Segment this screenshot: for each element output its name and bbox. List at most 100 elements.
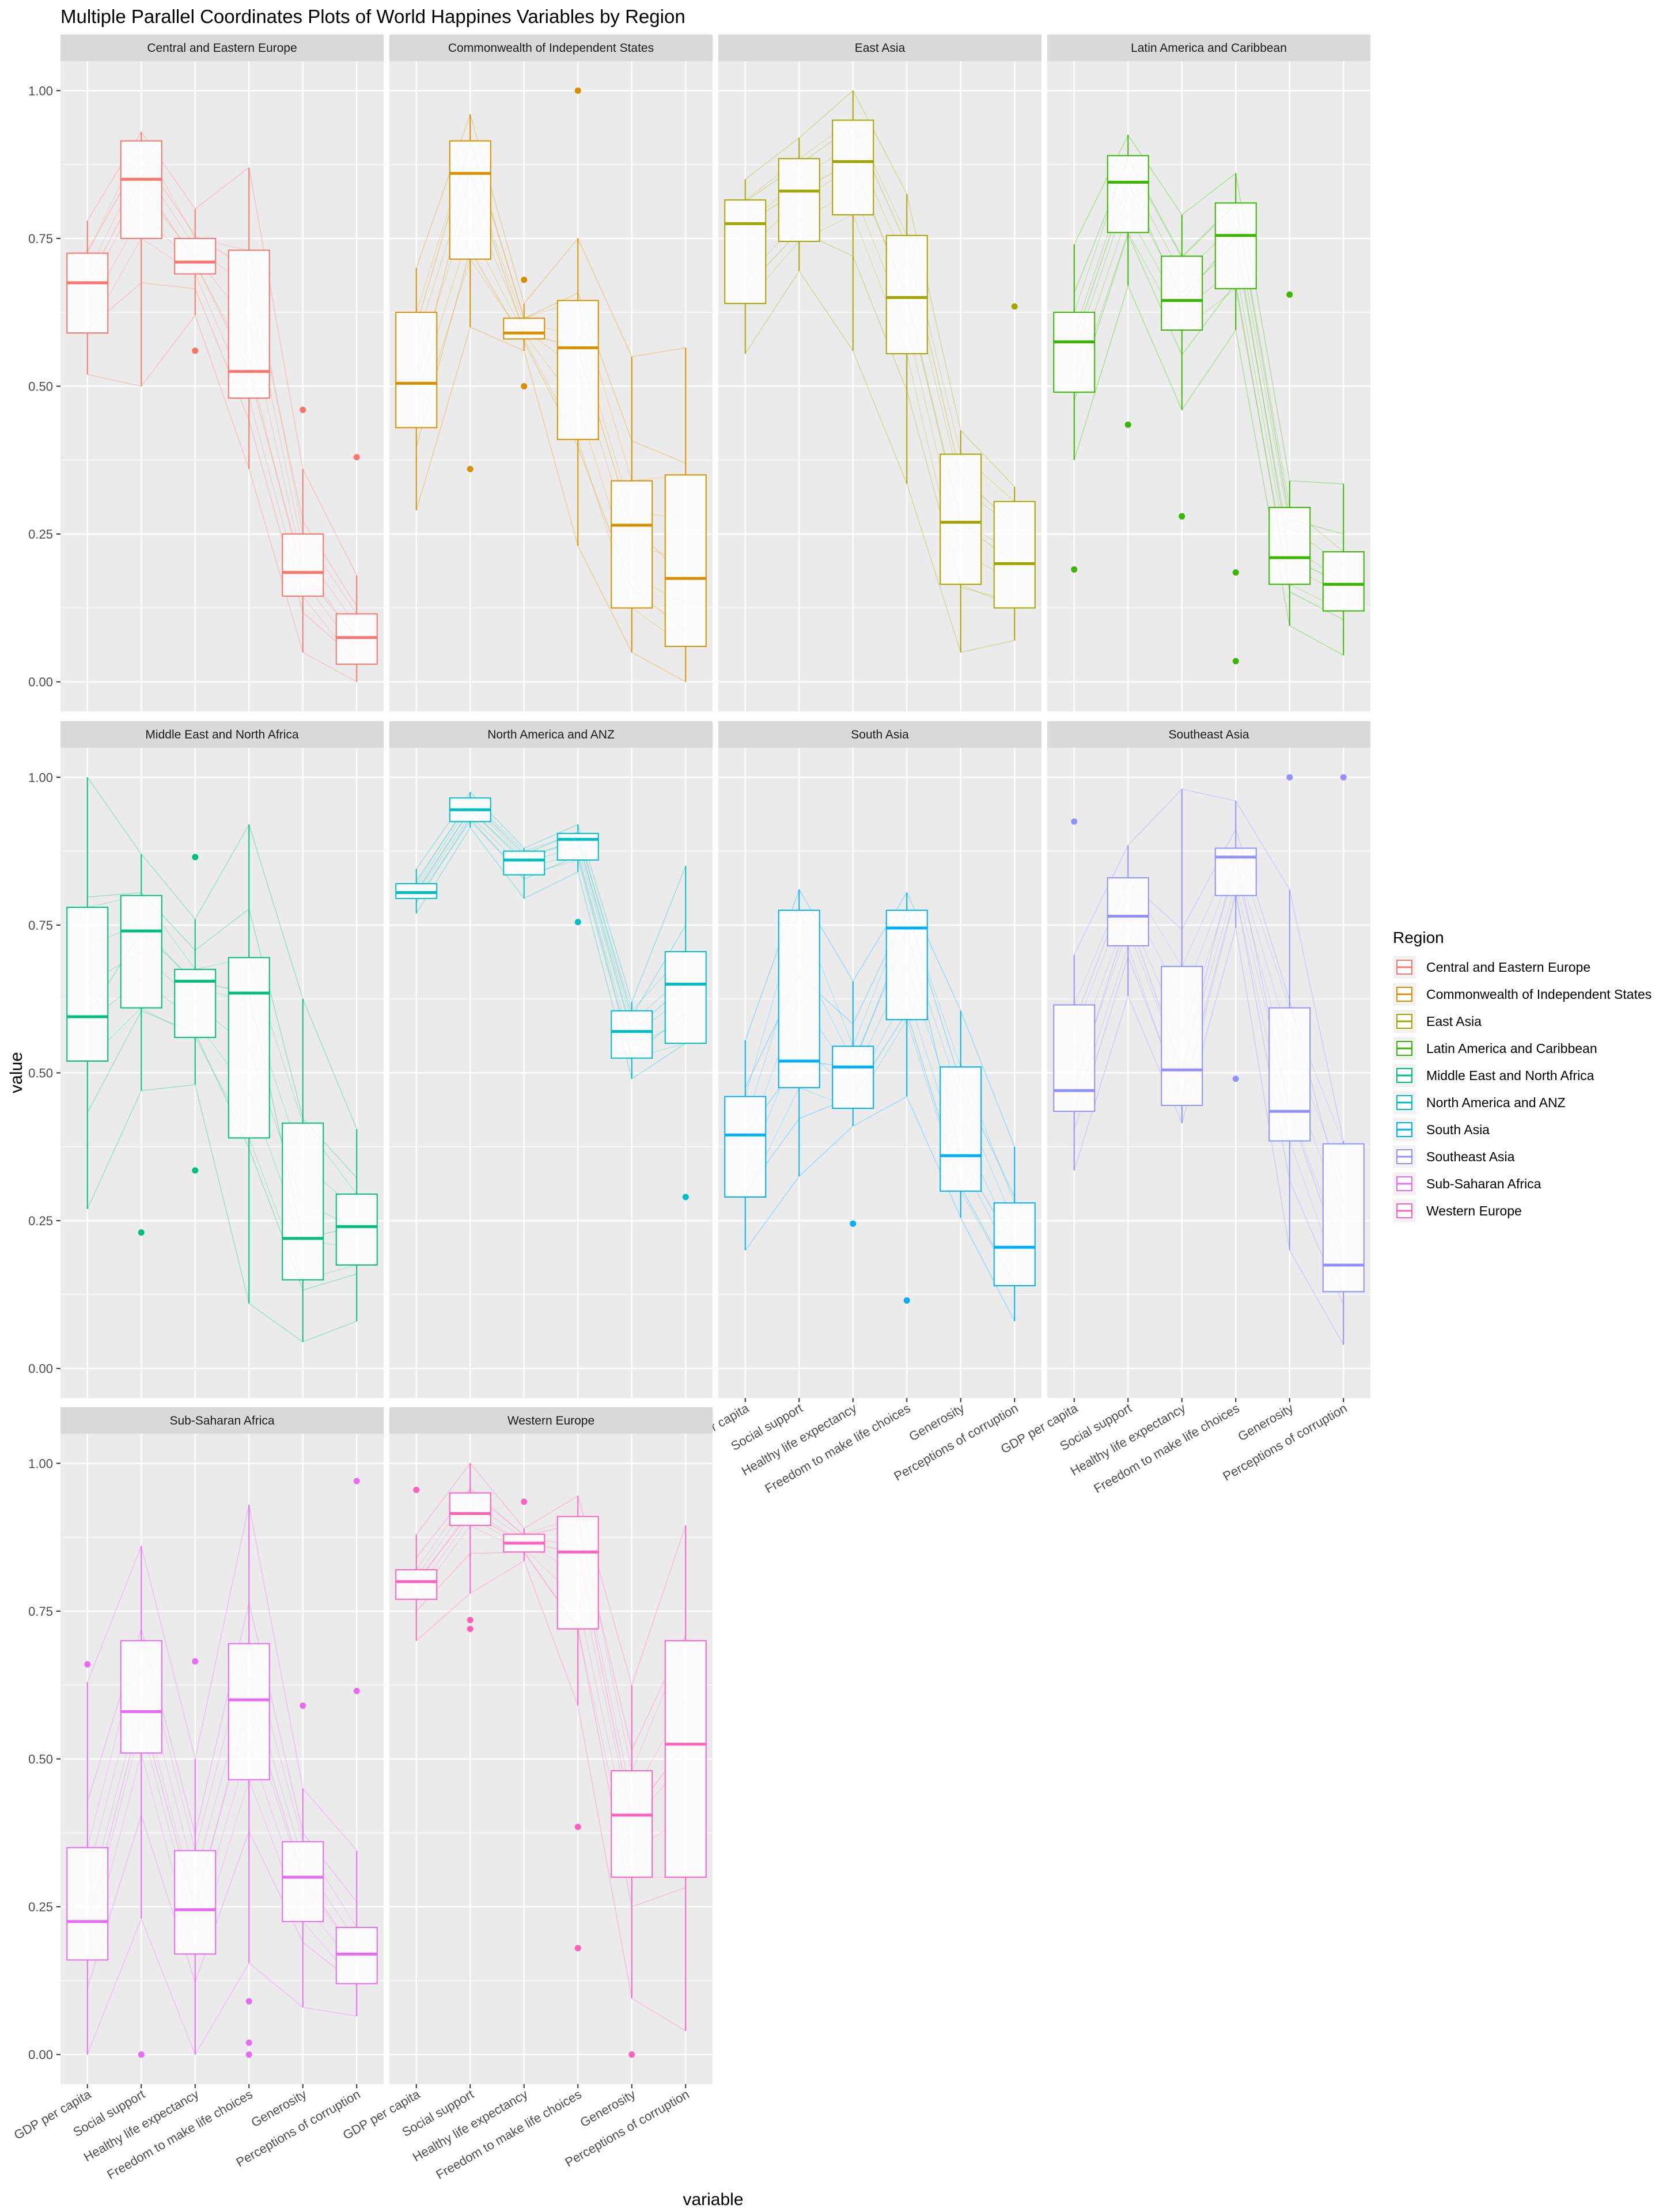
- box-iqr: [174, 968, 217, 1038]
- parallel-line: [745, 1096, 1016, 1321]
- facet-strip-label: East Asia: [855, 41, 906, 55]
- box-iqr: [832, 119, 874, 215]
- parallel-line: [1074, 927, 1344, 1345]
- box-iqr: [120, 1640, 162, 1754]
- legend-entry: Southeast Asia: [1393, 1145, 1515, 1168]
- y-tick-label: 0.50: [28, 1066, 53, 1081]
- facet-strip-label: Sub-Saharan Africa: [169, 1414, 274, 1427]
- boxplot: [503, 848, 546, 899]
- parallel-line: [745, 90, 1015, 487]
- legend-label: Commonwealth of Independent States: [1426, 987, 1652, 1002]
- boxplot: [228, 824, 270, 1304]
- outlier-point: [467, 465, 474, 472]
- box-iqr: [556, 832, 599, 861]
- outlier-point: [467, 1626, 474, 1633]
- outlier-point: [1232, 569, 1239, 576]
- box-iqr: [664, 951, 707, 1044]
- outlier-point: [84, 1661, 91, 1668]
- box-iqr: [1268, 1007, 1311, 1142]
- boxplot: [449, 791, 491, 828]
- boxplot: [556, 1495, 599, 1952]
- outlier-point: [300, 1702, 306, 1709]
- legend-label: East Asia: [1426, 1014, 1482, 1029]
- outlier-point: [138, 1229, 145, 1236]
- parallel-line: [87, 777, 358, 1130]
- boxplot: [335, 1129, 378, 1321]
- y-axis-title: value: [7, 1052, 26, 1093]
- boxplot: [395, 268, 438, 511]
- outlier-point: [192, 1167, 199, 1174]
- box-iqr: [282, 533, 324, 597]
- box-iqr: [556, 300, 599, 440]
- box-iqr: [1214, 202, 1257, 290]
- boxplot: [1322, 483, 1365, 656]
- boxplot: [449, 1463, 491, 1633]
- boxplot: [1322, 774, 1365, 1345]
- facet-panel: Middle East and North Africa 0.00 0.25 0.50…: [28, 721, 384, 1398]
- box-iqr: [885, 234, 928, 355]
- boxplot: [1107, 845, 1149, 997]
- parallel-line: [416, 1463, 687, 1687]
- box-iqr: [993, 1202, 1036, 1286]
- boxplot: [556, 87, 599, 546]
- outlier-point: [192, 1658, 199, 1665]
- boxplot: [611, 1002, 653, 1079]
- box-iqr: [174, 1850, 217, 1955]
- box-iqr: [664, 1640, 707, 1878]
- parallel-line: [745, 214, 1015, 609]
- boxplot: [1053, 244, 1096, 573]
- outlier-point: [353, 1478, 360, 1484]
- outlier-point: [1286, 291, 1293, 298]
- legend-entry: East Asia: [1393, 1010, 1482, 1033]
- legend-label: Sub-Saharan Africa: [1426, 1176, 1541, 1191]
- legend-entry: Western Europe: [1393, 1199, 1522, 1222]
- boxplot: [885, 892, 928, 1304]
- boxplot: [940, 430, 982, 653]
- boxplot: [120, 1546, 162, 2058]
- y-tick-label: 0.50: [28, 380, 53, 394]
- box-iqr: [449, 140, 491, 260]
- legend-entry: Sub-Saharan Africa: [1393, 1172, 1541, 1195]
- y-tick-label: 0.75: [28, 1604, 53, 1619]
- box-iqr: [228, 957, 270, 1139]
- outlier-point: [1232, 1075, 1239, 1082]
- boxplot: [503, 1498, 546, 1561]
- outlier-point: [574, 87, 581, 94]
- boxplot: [335, 1478, 378, 2016]
- boxplot: [1161, 789, 1203, 1123]
- y-tick-label: 0.00: [28, 2048, 53, 2062]
- boxplot: [120, 132, 162, 387]
- y-tick-label: 0.25: [28, 527, 53, 541]
- boxplot: [832, 981, 874, 1227]
- outlier-point: [245, 1998, 252, 2005]
- outlier-point: [1179, 513, 1185, 520]
- parallel-line: [416, 258, 686, 647]
- boxplot: [940, 1010, 982, 1218]
- legend-entry: North America and ANZ: [1393, 1091, 1566, 1114]
- box-iqr: [449, 1492, 491, 1527]
- parallel-line: [1074, 895, 1344, 1292]
- facet-strip: [389, 35, 713, 61]
- outlier-point: [574, 919, 581, 926]
- box-iqr: [1161, 255, 1203, 331]
- facet-panel: East Asia: [718, 35, 1041, 711]
- boxplot: [1214, 801, 1257, 1082]
- box-iqr: [282, 1841, 324, 1922]
- outlier-point: [1071, 566, 1078, 573]
- outlier-point: [574, 1945, 581, 1952]
- box-iqr: [503, 850, 546, 876]
- boxplot: [395, 869, 438, 914]
- boxplot: [778, 138, 820, 271]
- parallel-line: [87, 1084, 357, 1343]
- facet-strip: [1047, 35, 1370, 61]
- boxplot: [1268, 774, 1311, 1251]
- box-iqr: [395, 883, 438, 899]
- box-iqr: [335, 1193, 378, 1266]
- boxplot: [1053, 818, 1096, 1171]
- outlier-point: [353, 454, 360, 461]
- legend-entry: South Asia: [1393, 1118, 1490, 1141]
- facet-strip: [718, 35, 1041, 61]
- boxplot: [724, 179, 767, 354]
- parallel-line: [745, 1011, 1016, 1285]
